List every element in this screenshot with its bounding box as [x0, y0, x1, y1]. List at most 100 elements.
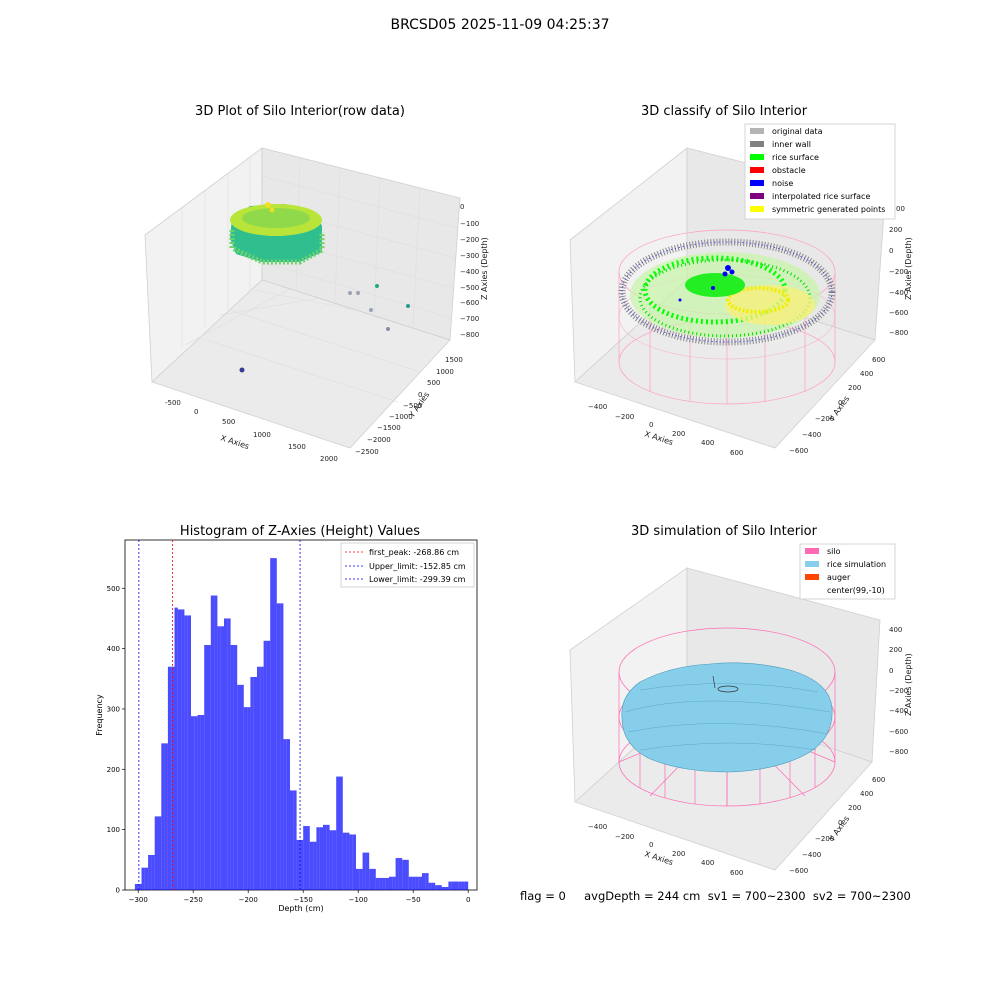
- legend-swatch-rice-surface: [750, 154, 764, 160]
- classify-y-tick: −600: [789, 447, 808, 455]
- classify-y-tick: 400: [860, 370, 873, 378]
- raw-y-tick: 1000: [436, 368, 454, 376]
- sim-y-tick: −600: [789, 867, 808, 875]
- raw-y-tick: −2500: [355, 448, 379, 456]
- histogram-chart: −300 −250 −200 −150 −100 −50 0 0 100 200 300 400 50…: [95, 539, 478, 913]
- raw-z-tick: −400: [460, 268, 479, 276]
- sim-y-tick: 600: [872, 776, 885, 784]
- histogram-bar: [227, 618, 231, 890]
- histogram-bar: [266, 640, 271, 890]
- rice-surface-points: [630, 252, 820, 338]
- histogram-bar: [458, 881, 462, 890]
- classify-x-tick: 400: [701, 439, 714, 447]
- histogram-bar: [224, 618, 228, 890]
- histogram-bar: [174, 607, 178, 890]
- histogram-bar: [293, 790, 297, 890]
- classify-x-tick: −200: [615, 413, 634, 421]
- histogram-bar: [372, 868, 376, 890]
- legend-swatch-auger: [805, 574, 819, 580]
- histogram-bar: [299, 839, 304, 890]
- histogram-bar: [220, 626, 224, 890]
- histogram-bar: [187, 615, 191, 890]
- histogram-y-axis-label: Frequency: [95, 694, 104, 736]
- histogram-bar: [326, 824, 330, 890]
- histogram-bar: [356, 868, 360, 890]
- classify-x-tick: 600: [730, 449, 743, 457]
- raw-x-tick: -500: [165, 399, 181, 407]
- histogram-title: Histogram of Z-Axies (Height) Values: [179, 524, 421, 539]
- raw-x-tick: 1000: [253, 431, 271, 439]
- sim-z-tick: −800: [889, 748, 908, 756]
- raw-z-tick: −100: [460, 220, 479, 228]
- histogram-bar: [418, 876, 422, 890]
- sim-z-tick: −400: [889, 707, 908, 715]
- histogram-bar: [461, 881, 465, 890]
- raw-z-tick: 0: [460, 203, 464, 211]
- legend-swatch-noise: [750, 180, 764, 186]
- histogram-bar: [362, 852, 366, 890]
- histogram-bar: [352, 834, 356, 890]
- histogram-bar: [405, 859, 409, 890]
- legend-noise: noise: [772, 179, 793, 188]
- legend-swatch-rice-simulation: [805, 561, 819, 567]
- histogram-bar: [217, 626, 221, 890]
- raw-y-tick: 0: [418, 391, 422, 399]
- histogram-bar: [445, 886, 449, 890]
- classify-y-tick: −400: [802, 431, 821, 439]
- classify-z-tick: 0: [889, 247, 893, 255]
- histogram-bar: [144, 867, 149, 890]
- histogram-bar: [408, 876, 413, 890]
- histogram-bars: [134, 558, 469, 890]
- histogram-bar: [441, 886, 446, 890]
- raw-x-tick: 1500: [288, 443, 306, 451]
- histogram-y-tick-label: 100: [107, 826, 120, 834]
- histogram-bar: [395, 858, 399, 890]
- raw-y-tick: −2000: [367, 436, 391, 444]
- histogram-bar: [270, 558, 274, 890]
- sim-y-tick: 200: [848, 804, 861, 812]
- classify-legend: original data inner wall rice surface ob…: [744, 123, 896, 220]
- histogram-bar: [154, 816, 158, 890]
- raw-3d-axes-box: [144, 147, 461, 449]
- raw-z-tick: −600: [460, 299, 479, 307]
- simulation-3d-plot: silo rice simulation auger center(99,-10…: [569, 543, 913, 877]
- legend-interpolated: interpolated rice surface: [772, 192, 870, 201]
- histogram-bar: [210, 595, 215, 890]
- histogram-bar: [339, 776, 343, 890]
- sim-x-tick: 600: [730, 869, 743, 877]
- histogram-bar: [260, 666, 264, 890]
- raw-3d-plot: -500 0 500 1000 1500 2000 X Axies 1500 1…: [144, 147, 489, 463]
- histogram-bar: [385, 877, 389, 890]
- raw-x-tick: 0: [194, 408, 198, 416]
- classify-z-tick: 200: [889, 226, 902, 234]
- histogram-bar: [151, 855, 155, 890]
- histogram-bar: [359, 868, 363, 890]
- raw-x-tick: 500: [222, 418, 235, 426]
- histogram-x-tick-label: −150: [294, 896, 313, 904]
- histogram-x-axis-label: Depth (cm): [278, 904, 323, 913]
- histogram-bar: [194, 716, 198, 890]
- histogram-y-tick-label: 300: [107, 705, 120, 713]
- legend-upper-limit: Upper_limit: -152.85 cm: [369, 562, 466, 571]
- histogram-bar: [230, 645, 234, 890]
- sim-x-tick: −200: [615, 833, 634, 841]
- histogram-bar: [290, 790, 294, 890]
- histogram-bar: [428, 882, 432, 890]
- histogram-bar: [306, 826, 310, 890]
- histogram-bar: [276, 603, 281, 890]
- auger-marker: [712, 675, 739, 693]
- histogram-bar: [273, 558, 277, 890]
- legend-rice-surface: rice surface: [772, 153, 819, 162]
- classify-z-axis-label: Z Axies (Depth): [904, 237, 913, 300]
- legend-swatch-interpolated: [750, 193, 764, 199]
- histogram-bar: [243, 707, 248, 890]
- histogram-x-ticks: −300 −250 −200 −150 −100 −50 0: [129, 890, 470, 904]
- histogram-bar: [286, 739, 290, 890]
- histogram-bar: [184, 615, 188, 890]
- histogram-y-tick-label: 200: [107, 766, 120, 774]
- sim-y-tick: −200: [815, 835, 834, 843]
- histogram-bar: [455, 881, 459, 890]
- histogram-bar: [240, 684, 244, 890]
- legend-obstacle: obstacle: [772, 166, 806, 175]
- histogram-bar: [263, 640, 267, 890]
